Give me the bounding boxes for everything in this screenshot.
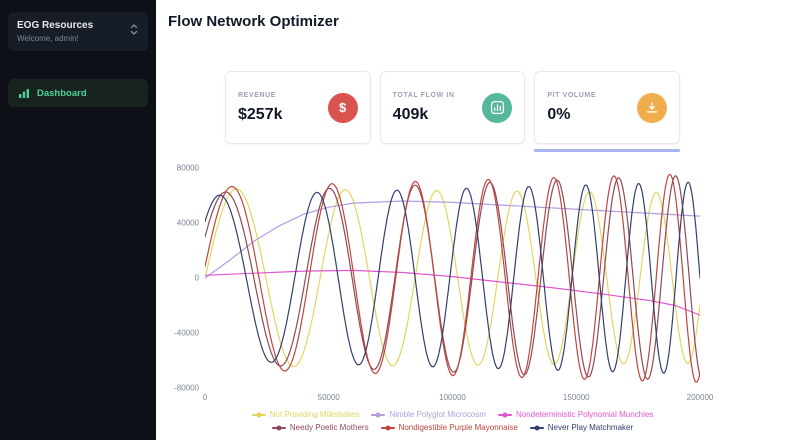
sidebar: EOG Resources Welcome, admin! Dashboard bbox=[0, 0, 156, 440]
line-chart: 80000 40000 0 -40000 -80000 0 50000 100000 1500… bbox=[174, 164, 713, 403]
stat-label: PIT VOLUME bbox=[547, 91, 597, 99]
legend-label: Needy Poetic Mothers bbox=[289, 423, 369, 432]
legend-marker-dot bbox=[256, 412, 262, 417]
flow-in-icon bbox=[482, 92, 513, 123]
legend-label: Never Play Matchmaker bbox=[547, 423, 634, 432]
y-tick-label: 0 bbox=[194, 273, 199, 283]
stat-card-pit-volume: PIT VOLUME 0% bbox=[534, 71, 681, 144]
stat-value: 409k bbox=[392, 105, 429, 123]
stat-card-col: REVENUE $257k $ bbox=[225, 71, 371, 152]
chart-plot-area bbox=[205, 173, 700, 383]
x-tick-label: 0 bbox=[202, 393, 208, 402]
stat-card-total-flow-in: TOTAL FLOW IN 409k bbox=[379, 71, 526, 144]
legend-marker bbox=[371, 412, 386, 417]
y-tick-label: 40000 bbox=[176, 218, 199, 228]
legend-item[interactable]: Nimble Polyglot Microcosm bbox=[371, 410, 486, 419]
legend-item[interactable]: Nondigestible Purple Mayonnaise bbox=[380, 423, 518, 432]
legend-label: Not Providing Milkshakes bbox=[269, 410, 360, 419]
legend-marker bbox=[271, 425, 286, 430]
legend-marker-dot bbox=[385, 425, 391, 430]
y-tick-label: -40000 bbox=[174, 328, 199, 338]
stat-label: TOTAL FLOW IN bbox=[392, 91, 455, 99]
legend-item[interactable]: Nondeterministic Polynomial Munchies bbox=[497, 410, 654, 419]
org-subtitle: Welcome, admin! bbox=[17, 34, 79, 43]
legend-marker-dot bbox=[534, 425, 540, 430]
sidebar-nav: Dashboard bbox=[8, 79, 148, 107]
stat-value: $257k bbox=[238, 105, 283, 123]
legend-item[interactable]: Never Play Matchmaker bbox=[529, 423, 634, 432]
stat-card-text: TOTAL FLOW IN 409k bbox=[393, 92, 455, 124]
legend-label: Nondigestible Purple Mayonnaise bbox=[398, 423, 518, 432]
stat-card-text: PIT VOLUME 0% bbox=[547, 92, 596, 124]
y-tick-label: -80000 bbox=[174, 383, 199, 393]
legend-marker bbox=[251, 412, 266, 417]
dollar-icon: $ bbox=[327, 92, 358, 123]
series-nondigestible-purple-mayonnaise bbox=[205, 173, 700, 383]
legend-label: Nondeterministic Polynomial Munchies bbox=[515, 410, 654, 419]
bar-chart-icon bbox=[18, 87, 30, 99]
sidebar-item-dashboard[interactable]: Dashboard bbox=[8, 79, 148, 107]
legend-marker bbox=[380, 425, 395, 430]
chart-legend: Not Providing Milkshakes Nimble Polyglot … bbox=[205, 410, 700, 432]
legend-item[interactable]: Needy Poetic Mothers bbox=[271, 423, 369, 432]
pit-volume-progress bbox=[534, 149, 681, 152]
x-tick-label: 200000 bbox=[686, 393, 714, 402]
stat-value: 0% bbox=[547, 105, 571, 123]
chevron-updown-icon bbox=[129, 23, 139, 41]
y-tick-label: 80000 bbox=[176, 163, 199, 173]
stat-card-revenue: REVENUE $257k $ bbox=[225, 71, 371, 144]
series-never-play-matchmaker bbox=[205, 181, 700, 374]
stat-card-col: PIT VOLUME 0% bbox=[534, 71, 681, 152]
stat-label: REVENUE bbox=[238, 91, 277, 99]
stat-card-text: REVENUE $257k bbox=[238, 92, 283, 124]
nav-label: Dashboard bbox=[37, 87, 87, 99]
legend-marker-dot bbox=[276, 425, 282, 430]
x-tick-label: 150000 bbox=[562, 393, 590, 402]
org-text: EOG Resources Welcome, admin! bbox=[17, 20, 93, 43]
main-content: Flow Network Optimizer REVENUE $257k $ T… bbox=[156, 0, 806, 440]
page-title: Flow Network Optimizer bbox=[168, 13, 339, 30]
legend-marker bbox=[529, 425, 544, 430]
stat-cards-row: REVENUE $257k $ TOTAL FLOW IN 409k PIT bbox=[205, 71, 700, 152]
pit-fill-icon bbox=[637, 92, 668, 123]
org-selector[interactable]: EOG Resources Welcome, admin! bbox=[8, 12, 148, 51]
legend-marker-dot bbox=[502, 412, 508, 417]
x-tick-label: 50000 bbox=[317, 393, 340, 402]
stat-card-col: TOTAL FLOW IN 409k bbox=[379, 71, 526, 152]
legend-label: Nimble Polyglot Microcosm bbox=[389, 410, 486, 419]
legend-marker-dot bbox=[375, 412, 381, 417]
legend-marker bbox=[497, 412, 512, 417]
legend-item[interactable]: Not Providing Milkshakes bbox=[251, 410, 360, 419]
series-needy-poetic-mothers bbox=[205, 175, 700, 380]
x-tick-label: 100000 bbox=[439, 393, 466, 402]
series-not-providing-milkshakes bbox=[205, 188, 700, 368]
series-nimble-polyglot-microcosm bbox=[205, 200, 700, 279]
org-name: EOG Resources bbox=[17, 20, 94, 31]
